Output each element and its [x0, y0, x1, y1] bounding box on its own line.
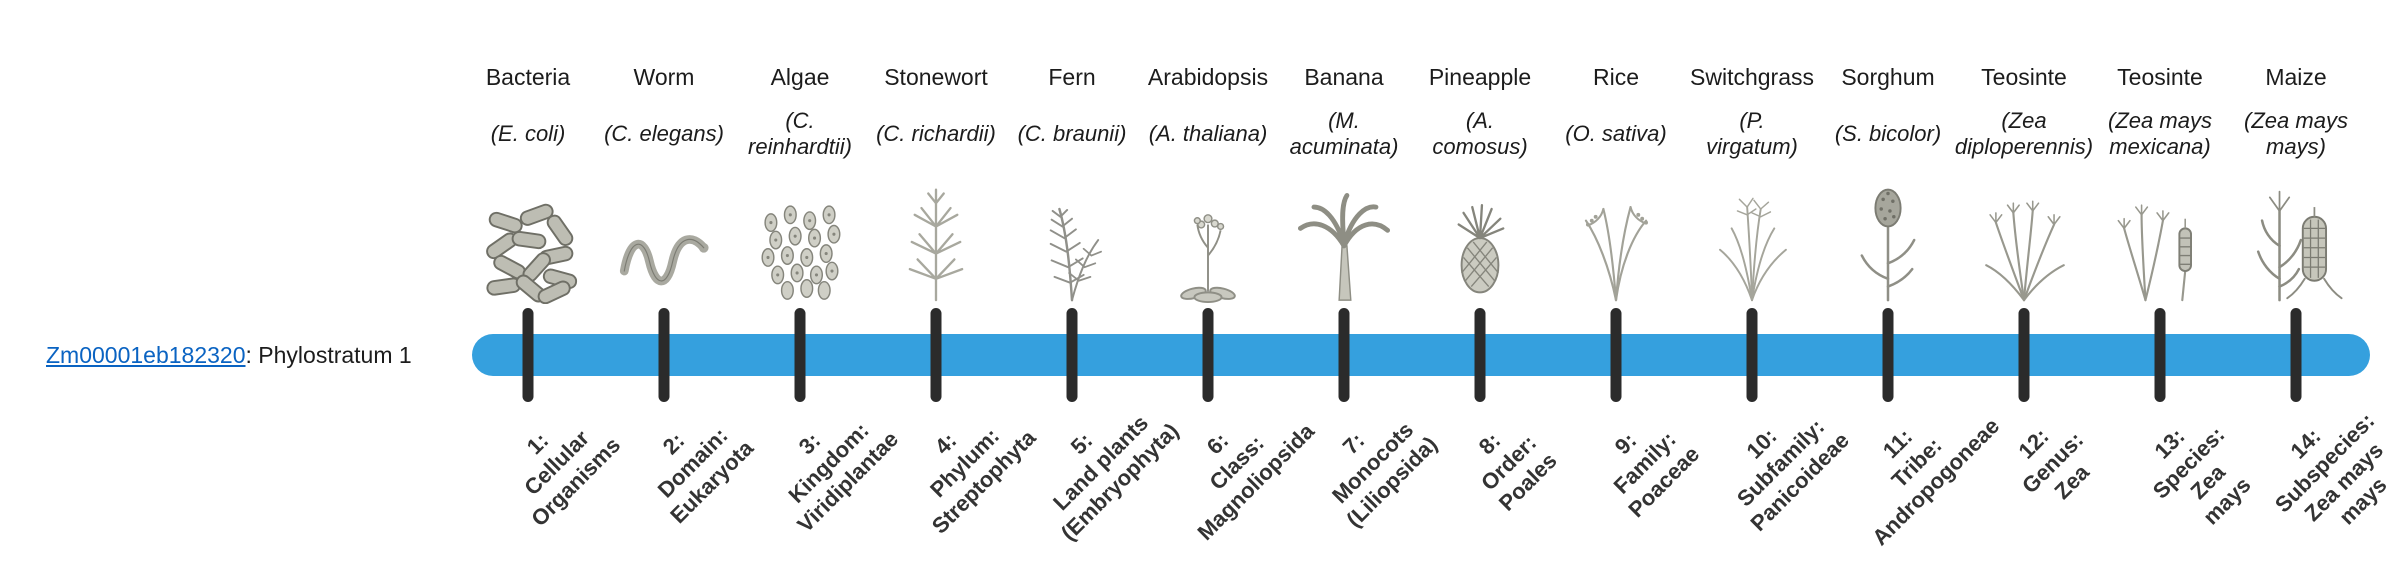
algae-icon [738, 172, 862, 304]
rice-icon [1554, 172, 1678, 304]
organism-common-name: Sorghum [1841, 64, 1935, 90]
organism-scientific-name: (A. thaliana) [1148, 121, 1268, 146]
timeline-tick [794, 308, 806, 402]
organism-scientific-name: (S. bicolor) [1834, 121, 1942, 146]
gene-link[interactable]: Zm00001eb182320 [46, 342, 246, 368]
organism-scientific-name: (Zea mays mexicana) [2108, 108, 2212, 159]
fern-icon [1010, 172, 1134, 304]
organism-scientific-name: (A. comosus) [1432, 108, 1528, 159]
organism-scientific-name: (C. braunii) [1017, 121, 1127, 146]
organism-common-name: Banana [1304, 64, 1384, 90]
stonewort-icon [874, 172, 998, 304]
gene-label: Zm00001eb182320: Phylostratum 1 [46, 342, 412, 369]
organism-scientific-name: (M. acuminata) [1289, 108, 1399, 159]
organism-scientific-name: (O. sativa) [1565, 121, 1667, 146]
organism-common-name: Bacteria [485, 64, 571, 90]
timeline-tick [2290, 308, 2302, 402]
banana-icon [1282, 172, 1406, 304]
worm-icon [602, 172, 726, 304]
timeline-tick [1610, 308, 1622, 402]
timeline-tick [2154, 308, 2166, 402]
organism-common-name: Rice [1592, 64, 1640, 90]
organism-common-name: Arabidopsis [1147, 64, 1269, 90]
timeline-tick [930, 308, 942, 402]
timeline-tick [1746, 308, 1758, 402]
timeline-tick [1338, 308, 1350, 402]
timeline-tick [1202, 308, 1214, 402]
timeline-tick [1066, 308, 1078, 402]
organism-common-name: Pineapple [1428, 64, 1532, 90]
bacteria-icon [466, 172, 590, 304]
organism-scientific-name: (E. coli) [490, 121, 566, 146]
organism-common-name: Switchgrass [1690, 64, 1814, 90]
sorghum-icon [1826, 172, 1950, 304]
organism-common-name: Fern [1048, 64, 1096, 90]
pineapple-icon [1418, 172, 1542, 304]
maize-icon [2234, 172, 2358, 304]
switchgrass-icon [1690, 172, 1814, 304]
organism-common-name: Teosinte [2117, 64, 2203, 90]
teosinte-mexicana-icon [2098, 172, 2222, 304]
timeline-tick [522, 308, 534, 402]
timeline-tick [1474, 308, 1486, 402]
organism-common-name: Maize [2265, 64, 2327, 90]
organism-scientific-name: (P. virgatum) [1706, 108, 1798, 159]
arabidopsis-icon [1146, 172, 1270, 304]
organism-scientific-name: (Zea mays mays) [2244, 108, 2348, 159]
organism-scientific-name: (C. reinhardtii) [748, 108, 852, 159]
organism-common-name: Algae [770, 64, 830, 90]
gene-label-suffix: : Phylostratum 1 [245, 342, 412, 368]
timeline-tick [658, 308, 670, 402]
organism-scientific-name: (Zea diploperennis) [1954, 108, 2094, 159]
timeline-bar [472, 334, 2370, 376]
organism-common-name: Worm [633, 64, 695, 90]
organism-scientific-name: (C. elegans) [604, 121, 724, 146]
organism-common-name: Stonewort [884, 64, 988, 90]
organism-common-name: Teosinte [1981, 64, 2067, 90]
organism-scientific-name: (C. richardii) [876, 121, 996, 146]
teosinte-diploperennis-icon [1962, 172, 2086, 304]
timeline-tick [1882, 308, 1894, 402]
timeline-tick [2018, 308, 2030, 402]
